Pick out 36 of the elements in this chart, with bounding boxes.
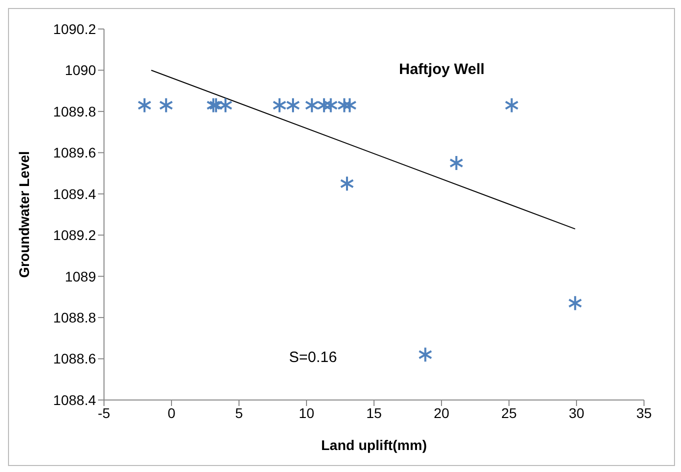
point (340, 176, 354, 192)
x-tick-label: 15 (366, 404, 382, 421)
y-tick-label: 1088.6 (53, 350, 96, 367)
point (159, 97, 174, 114)
y-tick-label: 1090.2 (53, 20, 96, 37)
y-tick-label: 1089.8 (53, 103, 96, 120)
point (304, 97, 319, 114)
x-tick-label: 5 (235, 404, 244, 421)
x-tick-label: 10 (298, 404, 314, 421)
point (272, 97, 287, 114)
x-tick-label: 30 (568, 404, 584, 421)
point (137, 97, 152, 114)
x-tick-label: 25 (501, 404, 517, 421)
point (418, 346, 432, 363)
point (568, 295, 582, 312)
x-tick-label: -5 (98, 404, 110, 421)
point (504, 97, 519, 114)
text: Haftjoy Well (399, 61, 485, 78)
point (218, 97, 233, 114)
y-tick-label: 1089.2 (53, 227, 96, 244)
y-tick-label: 1088.4 (53, 392, 96, 408)
y-tick-label: 1089 (64, 268, 96, 284)
y-tick-label: 1090 (64, 62, 96, 78)
y-tick-label: 1089.6 (53, 144, 96, 161)
y-tick-label: 1088.8 (53, 310, 96, 326)
point (206, 97, 220, 114)
point (286, 97, 300, 114)
y-tick-label: 1089.4 (53, 186, 96, 202)
x-tick-label: 0 (168, 404, 176, 421)
point (208, 97, 224, 114)
annotation: S=0.16 (289, 349, 337, 366)
point (449, 154, 464, 171)
x-tick-label: 20 (434, 404, 450, 421)
y-axis-title: Groundwater Level (16, 151, 32, 278)
x-axis-title: Land uplift(mm) (321, 437, 427, 453)
x-tick-label: 35 (636, 404, 652, 421)
